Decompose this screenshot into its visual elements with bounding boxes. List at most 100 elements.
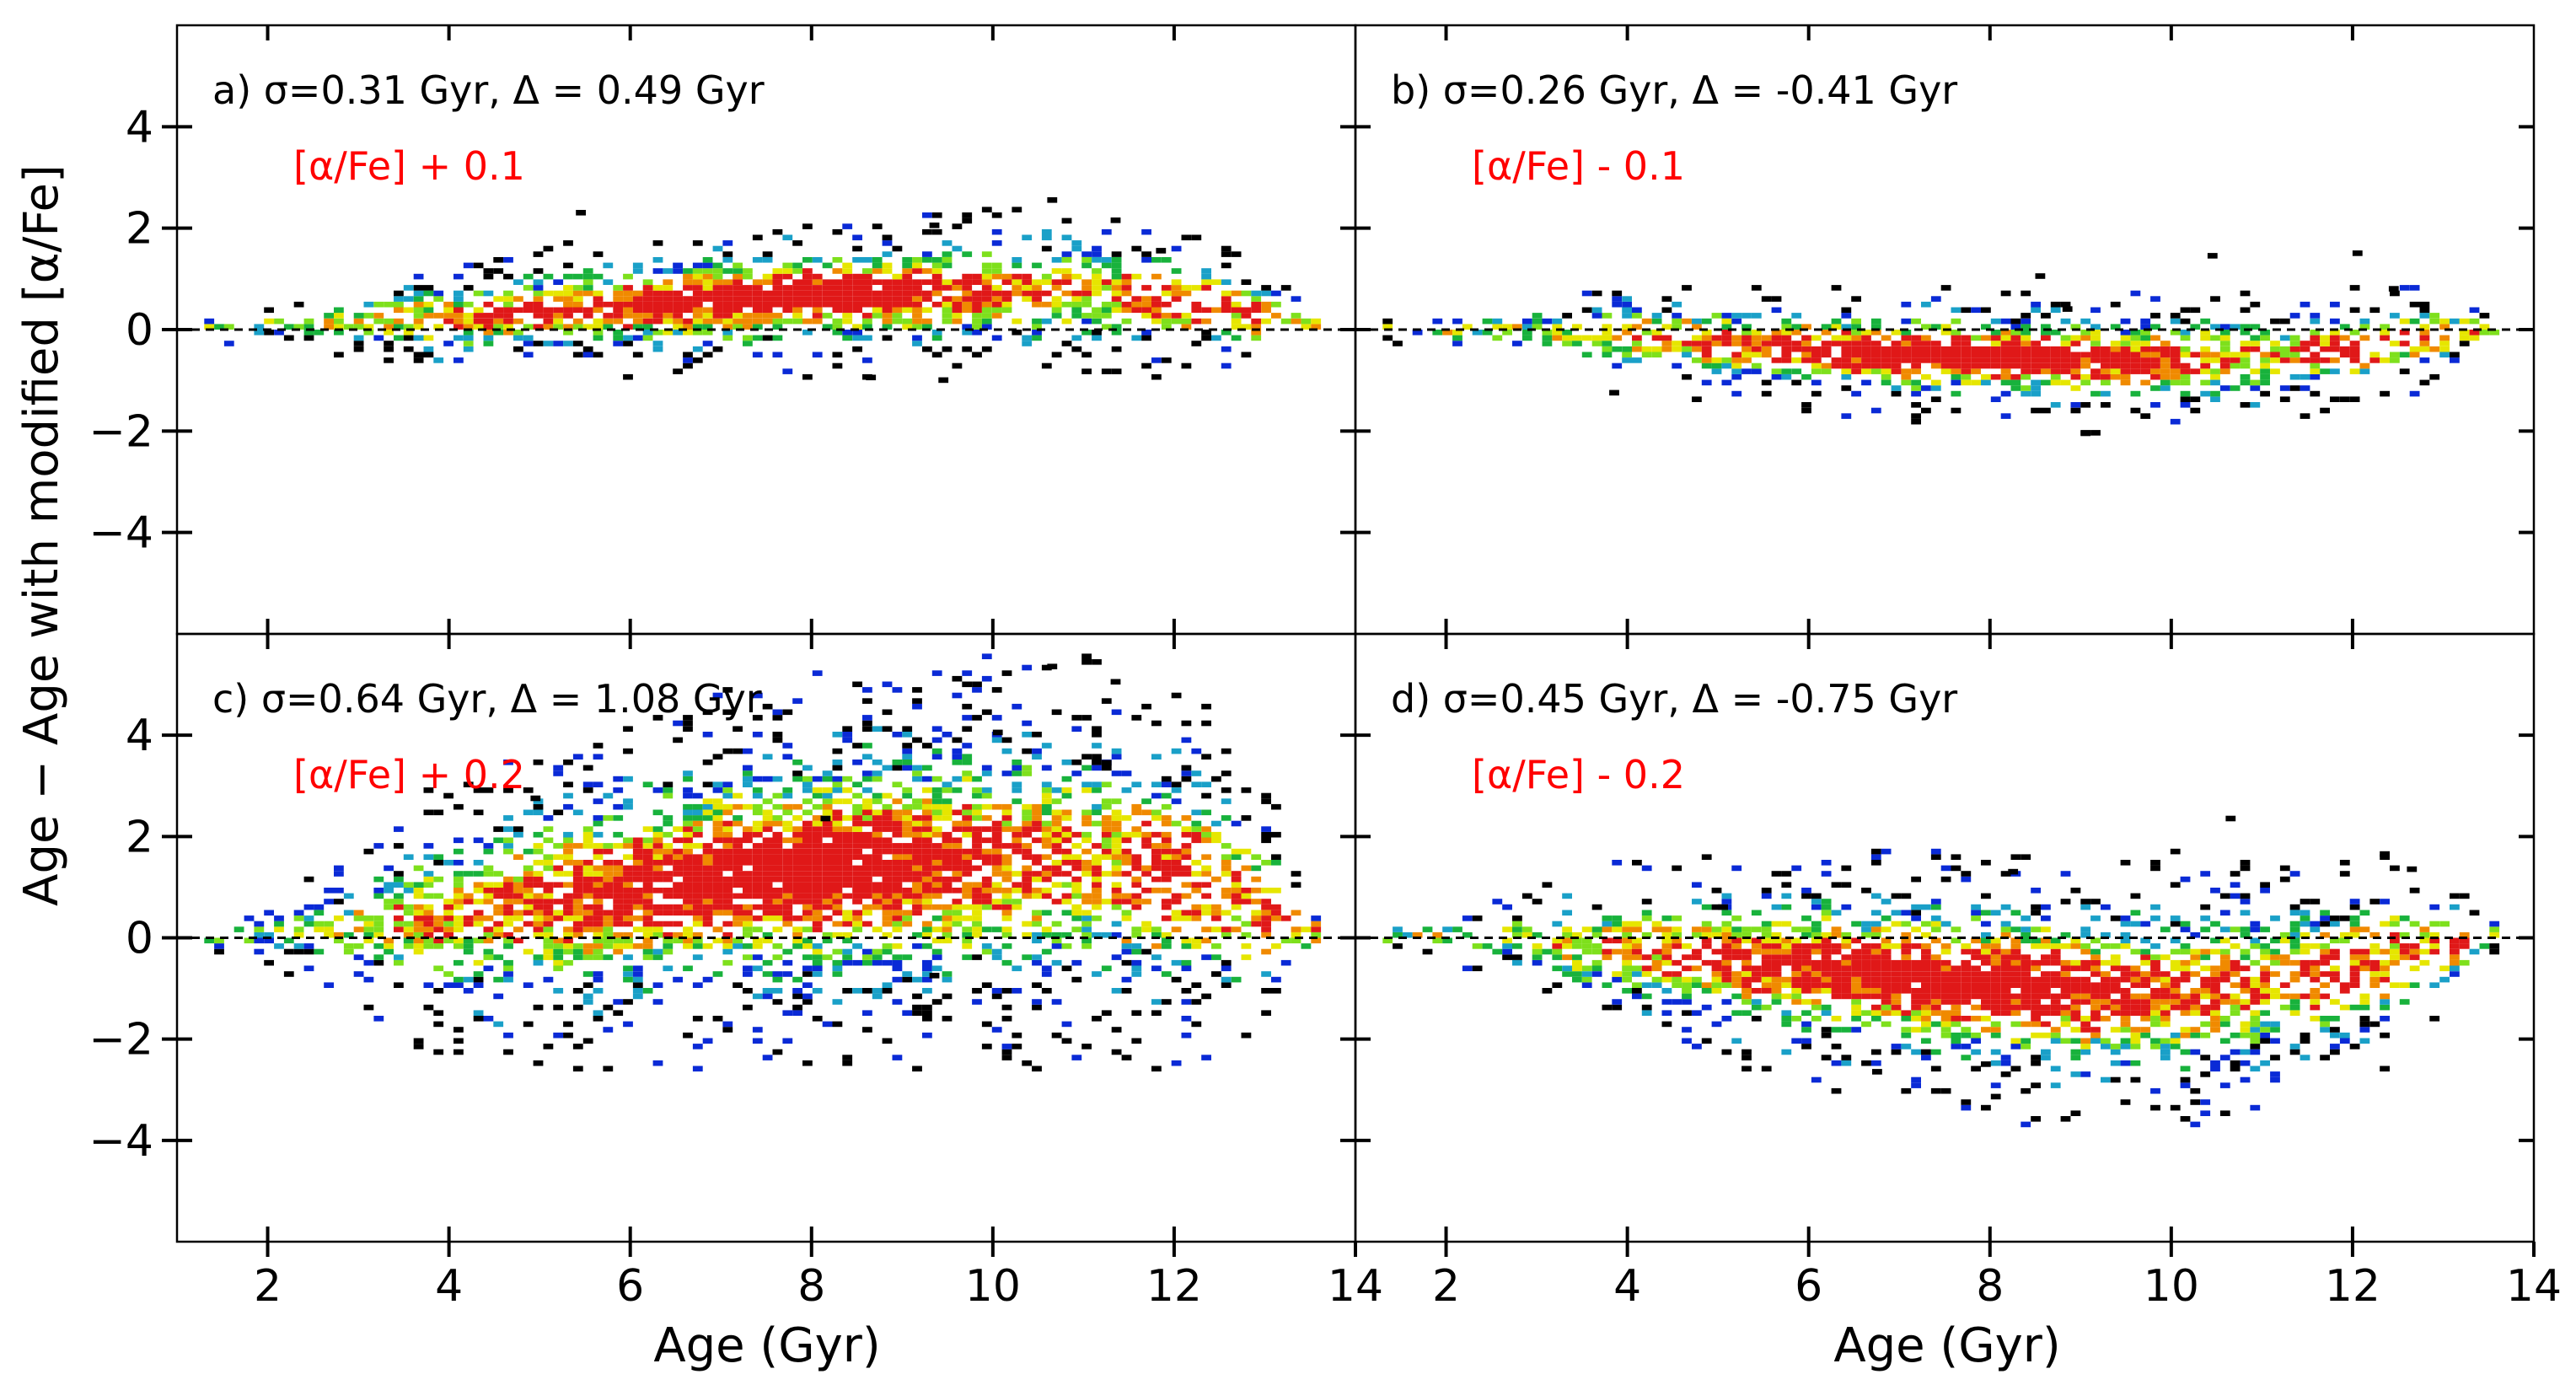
heatmap-cell <box>1801 357 1811 363</box>
heatmap-cell <box>2219 335 2230 341</box>
heatmap-cell <box>1940 1032 1951 1039</box>
heatmap-cell <box>413 352 424 358</box>
heatmap-cell <box>2090 335 2101 341</box>
heatmap-cell <box>702 848 713 855</box>
heatmap-cell <box>1801 954 1811 960</box>
heatmap-cell <box>2130 330 2141 336</box>
heatmap-cell <box>1741 954 1752 960</box>
heatmap-cell <box>1791 982 1802 988</box>
heatmap-cell <box>792 854 802 860</box>
heatmap-cell <box>1121 1055 1132 1060</box>
heatmap-cell <box>1811 926 1822 932</box>
heatmap-cell <box>762 988 773 994</box>
heatmap-cell <box>1861 982 1871 988</box>
heatmap-cell <box>652 982 663 988</box>
heatmap-cell <box>543 860 554 866</box>
heatmap-cell <box>582 993 593 1000</box>
heatmap-cell <box>473 976 484 983</box>
heatmap-cell <box>1191 781 1202 787</box>
heatmap-cell <box>204 318 215 325</box>
heatmap-cell <box>1012 888 1022 894</box>
heatmap-cell <box>832 959 843 966</box>
heatmap-cell <box>2240 290 2251 297</box>
heatmap-cell <box>972 313 982 319</box>
heatmap-cell <box>663 290 674 297</box>
heatmap-cell <box>1562 341 1572 346</box>
heatmap-cell <box>543 815 554 821</box>
heatmap-cell <box>743 826 753 832</box>
heatmap-cell <box>1930 926 1941 932</box>
heatmap-cell <box>702 915 713 921</box>
heatmap-cell <box>1930 362 1941 369</box>
heatmap-cell <box>802 843 813 849</box>
heatmap-cell <box>1061 848 1072 855</box>
heatmap-cell <box>2320 341 2330 346</box>
heatmap-cell <box>1661 341 1672 346</box>
heatmap-cell <box>1131 865 1142 872</box>
heatmap-cell <box>1831 988 1842 994</box>
heatmap-cell <box>443 904 453 910</box>
heatmap-cell <box>1001 290 1012 297</box>
heatmap-cell <box>733 848 743 855</box>
heatmap-cell <box>931 888 942 894</box>
heatmap-cell <box>553 1004 564 1011</box>
heatmap-cell <box>981 313 992 319</box>
heatmap-cell <box>463 781 474 787</box>
heatmap-cell <box>1071 770 1082 776</box>
heatmap-cell <box>962 820 973 827</box>
heatmap-cell <box>782 743 793 749</box>
heatmap-cell <box>1721 965 1732 972</box>
heatmap-cell <box>1961 965 1972 972</box>
heatmap-cell <box>1121 290 1132 297</box>
heatmap-cell <box>1771 937 1782 944</box>
heatmap-cell <box>812 352 823 358</box>
heatmap-cell <box>543 915 554 921</box>
heatmap-cell <box>543 273 554 280</box>
heatmap-cell <box>1861 341 1871 346</box>
heatmap-cell <box>683 831 693 838</box>
heatmap-cell <box>1111 290 1122 297</box>
heatmap-cell <box>1092 313 1102 319</box>
heatmap-cell <box>1940 921 1951 927</box>
heatmap-cell <box>483 301 494 308</box>
heatmap-cell <box>782 787 793 793</box>
heatmap-cell <box>981 854 992 860</box>
heatmap-cell <box>1821 931 1832 938</box>
heatmap-cell <box>1151 954 1162 960</box>
heatmap-cell <box>872 296 883 302</box>
heatmap-cell <box>931 335 942 341</box>
heatmap-cell <box>1251 876 1262 883</box>
heatmap-cell <box>1271 313 1281 319</box>
heatmap-cell <box>872 770 883 776</box>
heatmap-cell <box>1251 330 1262 336</box>
heatmap-cell <box>2000 959 2011 966</box>
heatmap-cell <box>1092 809 1102 816</box>
heatmap-cell <box>1731 362 1742 369</box>
heatmap-cell <box>582 882 593 888</box>
heatmap-cell <box>1861 959 1871 966</box>
heatmap-cell <box>1041 971 1052 977</box>
heatmap-cell <box>1311 324 1322 330</box>
heatmap-cell <box>1940 943 1951 949</box>
heatmap-cell <box>842 831 853 838</box>
heatmap-cell <box>852 843 862 849</box>
heatmap-cell <box>683 809 693 816</box>
heatmap-cell <box>722 860 733 866</box>
heatmap-cell <box>912 865 922 872</box>
heatmap-cell <box>1032 296 1042 302</box>
heatmap-cell <box>702 871 713 877</box>
heatmap-cell <box>2110 301 2121 308</box>
heatmap-cell <box>1071 273 1082 280</box>
heatmap-cell <box>1801 959 1811 966</box>
heatmap-cell <box>1930 971 1941 977</box>
heatmap-cell <box>1111 324 1122 330</box>
heatmap-cell <box>981 826 992 832</box>
heatmap-cell <box>1930 341 1941 346</box>
heatmap-cell <box>782 837 793 844</box>
heatmap-cell <box>752 915 763 921</box>
heatmap-cell <box>892 245 903 252</box>
heatmap-cell <box>702 262 713 269</box>
heatmap-cell <box>702 910 713 916</box>
heatmap-cell <box>802 798 813 804</box>
heatmap-cell <box>1851 296 1861 302</box>
